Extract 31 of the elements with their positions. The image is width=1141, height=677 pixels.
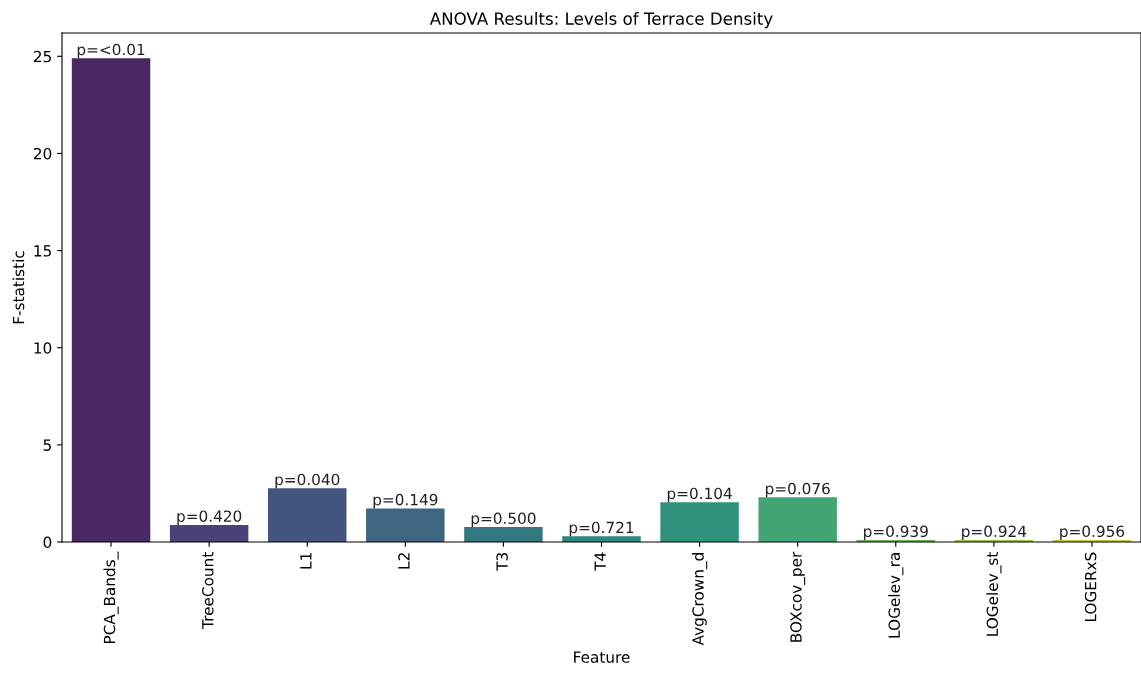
x-tick-label: T3 — [496, 552, 508, 571]
x-tick-label: LOGelev_ra — [888, 553, 904, 638]
y-tick-label: 5 — [43, 439, 51, 451]
y-tick-label: 15 — [34, 245, 51, 257]
x-tick-label: LOGelev_st — [986, 552, 1002, 636]
x-tick-label: AvgCrown_d — [691, 553, 708, 646]
y-tick-label: 10 — [34, 342, 52, 354]
x-tick-label: PCA_Bands_ — [103, 551, 119, 644]
annotation: p=0.104 — [667, 487, 732, 503]
annotation: p=0.040 — [275, 473, 340, 489]
annotation: p=0.721 — [569, 521, 634, 537]
annotation: p=0.924 — [962, 525, 1027, 541]
x-tick-label: L1 — [300, 553, 312, 569]
annotation: p=0.149 — [373, 493, 438, 509]
annotation: p=0.076 — [765, 482, 830, 498]
annotation: p=0.500 — [471, 512, 536, 528]
annotation: p=<0.01 — [77, 43, 145, 59]
annotation: p=0.939 — [864, 525, 928, 541]
x-tick-label: T4 — [594, 552, 606, 571]
y-tick-label: 0 — [43, 536, 52, 549]
x-tick-label: TreeCount — [202, 552, 214, 629]
x-tick-label: BOXcov_per — [790, 551, 806, 642]
annotation: p=0.420 — [177, 510, 242, 525]
y-axis-title: F-statistic — [12, 251, 25, 324]
x-tick-label: LOGERxS — [1084, 552, 1097, 622]
annotation: p=0.956 — [1060, 525, 1125, 541]
x-tick-label: L2 — [398, 553, 410, 569]
y-tick-label: 25 — [33, 50, 51, 63]
x-axis-title: Feature — [574, 651, 630, 663]
chart-title: ANOVA Results: Levels of Terrace Density — [429, 12, 773, 29]
y-tick-label: 20 — [33, 147, 52, 160]
